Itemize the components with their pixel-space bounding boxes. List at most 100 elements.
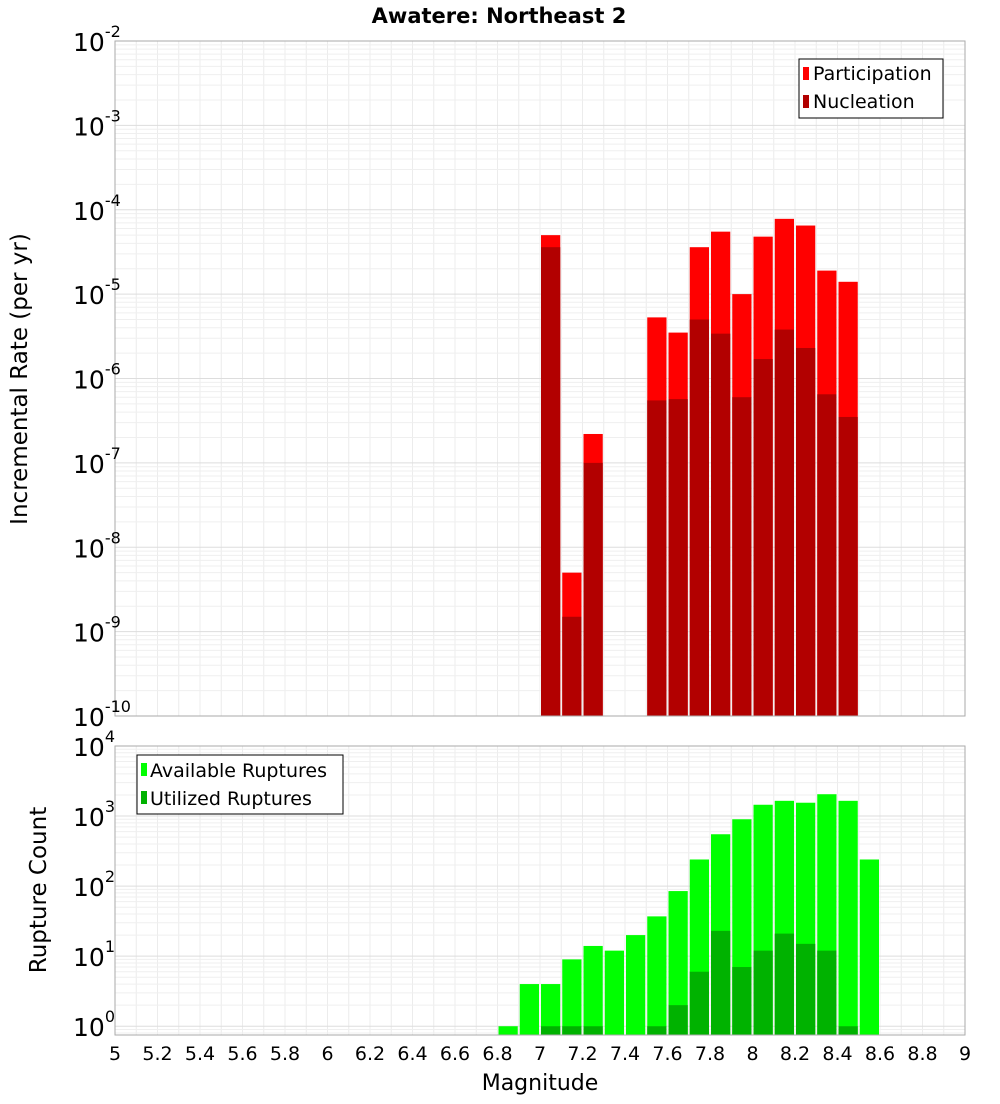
rate-legend: Participation Nucleation: [798, 58, 944, 119]
count-y-tick-label: 104: [73, 727, 115, 762]
rate-bar-nucleation: [668, 399, 688, 716]
rate-bar-nucleation: [647, 400, 667, 716]
x-tick-label: 7.6: [652, 1043, 682, 1065]
legend-label-nucleation: Nucleation: [813, 91, 915, 113]
rate-y-tick-label: 10-4: [73, 191, 121, 226]
rate-y-tick-exponent: -3: [105, 106, 121, 125]
count-bar-utilized-ruptures: [732, 967, 752, 1035]
x-tick-label: 8.2: [780, 1043, 810, 1065]
x-tick-label: 7.8: [695, 1043, 725, 1065]
rate-y-tick-exponent: -5: [105, 275, 121, 294]
rate-bar-nucleation: [711, 333, 731, 716]
count-bar-utilized-ruptures: [541, 1026, 561, 1035]
x-tick-label: 5.2: [142, 1043, 172, 1065]
x-tick-label: 7.2: [567, 1043, 597, 1065]
rate-y-tick-exponent: -4: [105, 191, 121, 210]
rate-bar-nucleation: [796, 347, 816, 716]
count-bar-utilized-ruptures: [817, 950, 837, 1035]
x-axis-label: Magnitude: [482, 1071, 599, 1096]
count-bar-available-ruptures: [541, 984, 561, 1035]
rate-bar-nucleation: [817, 394, 837, 716]
x-ticks: 5 5.2 5.4 5.6 5.8 6 6.2 6.4 6.6 6.8 7 7.2 7.4 7.6 7.8 8…: [109, 1043, 971, 1065]
rate-bar-nucleation: [583, 462, 603, 716]
count-bar-available-ruptures: [562, 959, 582, 1035]
count-legend-box: [136, 754, 344, 815]
count-bar-available-ruptures: [519, 984, 539, 1035]
chart-title: Awatere: Northeast 2: [372, 4, 627, 28]
rate-y-tick-label: 10-9: [73, 613, 121, 648]
count-bar-available-ruptures: [859, 859, 879, 1035]
rate-y-tick-label: 10-8: [73, 528, 121, 563]
x-tick-label: 6.8: [482, 1043, 512, 1065]
count-y-tick-label: 101: [73, 937, 115, 972]
count-y-tick-label: 103: [73, 797, 115, 832]
count-legend: Available Ruptures Utilized Ruptures: [136, 754, 344, 815]
x-tick-label: 9: [959, 1043, 971, 1065]
count-bar-utilized-ruptures: [774, 933, 794, 1035]
rate-y-axis-label: Incremental Rate (per yr): [7, 233, 33, 525]
x-tick-label: 6: [321, 1043, 333, 1065]
rate-y-tick-label: 10-3: [73, 106, 121, 141]
rate-bar-nucleation: [732, 397, 752, 716]
rate-panel: 10-10 10-9 10-8 10-7 10-6 10-5 10-4 10-3 10-2 In…: [7, 22, 966, 732]
count-bar-available-ruptures: [838, 800, 858, 1035]
count-bar-utilized-ruptures: [796, 943, 816, 1035]
rate-y-tick-exponent: -7: [105, 444, 121, 463]
rate-y-tick-label: 10-6: [73, 360, 121, 395]
rate-bar-nucleation: [689, 319, 709, 716]
x-tick-label: 5: [109, 1043, 121, 1065]
legend-swatch-available: [141, 763, 147, 776]
x-tick-label: 5.4: [185, 1043, 215, 1065]
count-y-tick-label: 102: [73, 867, 115, 902]
count-bar-utilized-ruptures: [668, 1005, 688, 1035]
rate-bar-nucleation: [774, 329, 794, 716]
x-tick-label: 8: [746, 1043, 758, 1065]
legend-label-available: Available Ruptures: [150, 760, 327, 782]
count-y-tick-exponent: 1: [105, 937, 115, 956]
x-tick-label: 5.6: [227, 1043, 257, 1065]
rate-y-tick-exponent: -2: [105, 22, 121, 41]
count-y-tick-label: 100: [73, 1007, 115, 1042]
x-tick-label: 6.6: [440, 1043, 470, 1065]
count-bar-available-ruptures: [626, 935, 646, 1035]
count-bar-utilized-ruptures: [583, 1026, 603, 1035]
count-bar-available-ruptures: [647, 916, 667, 1035]
legend-label-utilized: Utilized Ruptures: [150, 788, 312, 810]
rate-grid: [114, 41, 966, 717]
rate-y-tick-label: 10-10: [73, 697, 131, 732]
rate-bars: [541, 218, 858, 716]
count-y-tick-exponent: 2: [105, 867, 115, 886]
count-plot-frame: [114, 745, 966, 1036]
count-bar-available-ruptures: [668, 891, 688, 1035]
x-tick-label: 6.4: [397, 1043, 427, 1065]
legend-label-participation: Participation: [813, 63, 932, 85]
count-bars: [498, 794, 879, 1035]
count-y-tick-exponent: 3: [105, 797, 115, 816]
rate-plot-frame: [114, 40, 966, 717]
rate-bar-nucleation: [562, 616, 582, 716]
rate-y-tick-label: 10-5: [73, 275, 121, 310]
count-bar-utilized-ruptures: [562, 1026, 582, 1035]
rate-y-tick-label: 10-7: [73, 444, 121, 479]
legend-swatch-nucleation: [803, 95, 809, 108]
rate-bar-nucleation: [541, 247, 561, 716]
count-bar-utilized-ruptures: [753, 950, 773, 1035]
x-tick-label: 7.4: [610, 1043, 640, 1065]
rate-bar-nucleation: [838, 416, 858, 716]
x-tick-label: 8.8: [907, 1043, 937, 1065]
x-tick-label: 8.4: [822, 1043, 852, 1065]
count-bar-available-ruptures: [604, 950, 624, 1035]
count-bar-available-ruptures: [498, 1026, 518, 1035]
count-y-tick-exponent: 0: [105, 1007, 115, 1026]
count-bar-available-ruptures: [583, 945, 603, 1035]
x-tick-label: 8.6: [865, 1043, 895, 1065]
count-bar-utilized-ruptures: [838, 1026, 858, 1035]
rate-y-tick-label: 10-2: [73, 22, 121, 57]
x-tick-label: 6.2: [355, 1043, 385, 1065]
rate-y-tick-exponent: -8: [105, 528, 121, 547]
rate-y-tick-exponent: -9: [105, 613, 121, 632]
count-bar-utilized-ruptures: [689, 971, 709, 1035]
